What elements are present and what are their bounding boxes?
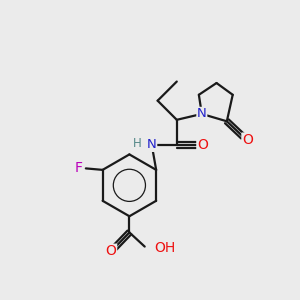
Text: O: O [197, 138, 208, 152]
Text: O: O [106, 244, 117, 258]
Text: N: N [197, 107, 207, 120]
Text: F: F [75, 161, 83, 176]
Text: N: N [147, 138, 157, 151]
Text: H: H [133, 137, 142, 150]
Text: O: O [242, 133, 253, 147]
Text: OH: OH [154, 241, 176, 255]
